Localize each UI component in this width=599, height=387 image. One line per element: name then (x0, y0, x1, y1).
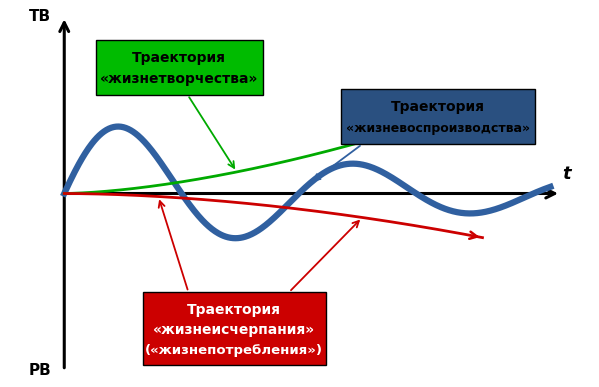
Text: «жизневоспроизводства»: «жизневоспроизводства» (346, 122, 530, 135)
FancyBboxPatch shape (143, 292, 326, 365)
Text: Траектория: Траектория (187, 303, 281, 317)
FancyBboxPatch shape (341, 89, 535, 144)
Text: Траектория: Траектория (391, 100, 485, 114)
Text: ТВ: ТВ (29, 9, 51, 24)
Text: РВ: РВ (28, 363, 51, 378)
Text: Траектория: Траектория (132, 51, 226, 65)
Text: «жизнетворчества»: «жизнетворчества» (100, 72, 258, 86)
Text: t: t (562, 165, 570, 183)
FancyBboxPatch shape (96, 40, 263, 95)
Text: «жизнеисчерпания»: «жизнеисчерпания» (153, 323, 315, 337)
Text: («жизнепотребления»): («жизнепотребления») (145, 344, 323, 357)
